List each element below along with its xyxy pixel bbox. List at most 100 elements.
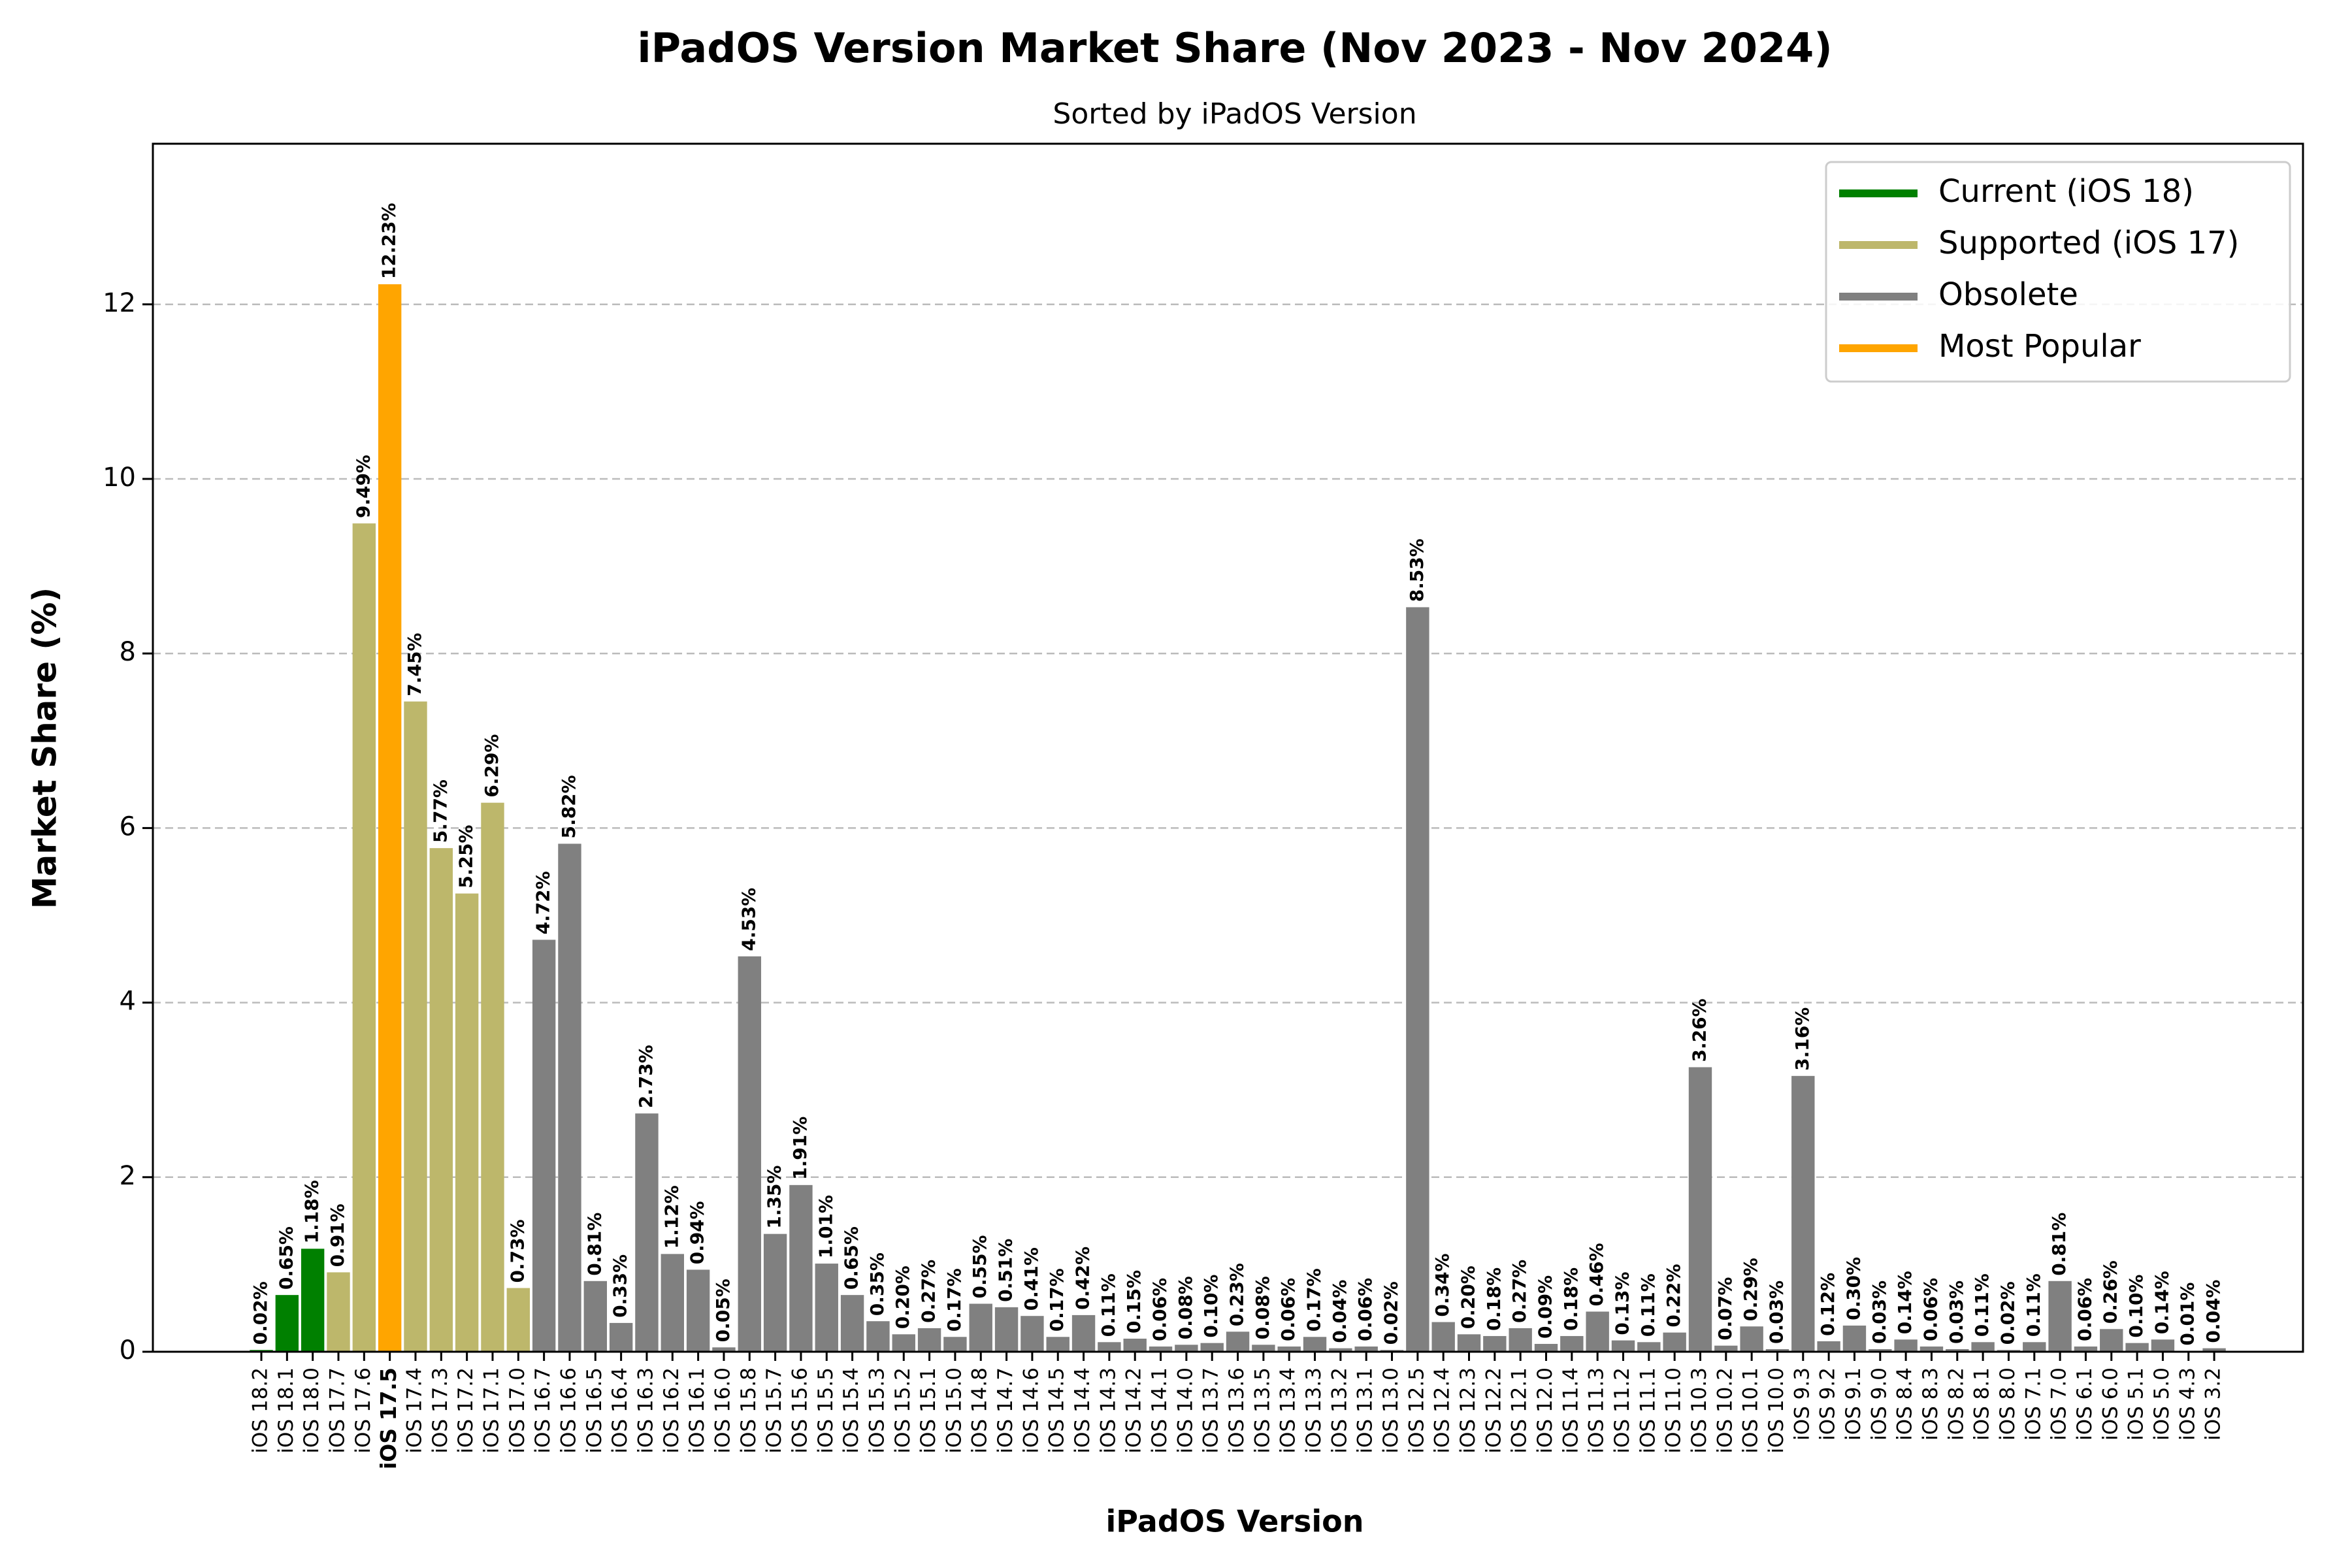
data-label: 0.08% <box>1252 1276 1273 1339</box>
bar <box>1534 1343 1558 1352</box>
data-label: 7.45% <box>404 633 425 696</box>
x-axis-label: iPadOS Version <box>1106 1504 1364 1539</box>
x-tick-label: iOS 7.0 <box>2048 1367 2071 1441</box>
bar <box>686 1269 710 1352</box>
x-tick-label: iOS 13.0 <box>1379 1367 1403 1454</box>
bar <box>840 1295 864 1352</box>
x-tick-label: iOS 9.2 <box>1816 1367 1840 1441</box>
data-label: 0.15% <box>1123 1270 1145 1333</box>
bar <box>1457 1334 1481 1352</box>
x-tick-label: iOS 15.6 <box>788 1367 811 1454</box>
x-tick-label: iOS 12.3 <box>1456 1367 1480 1454</box>
x-tick-label: iOS 14.5 <box>1045 1367 1069 1454</box>
x-tick-label: iOS 15.5 <box>814 1367 838 1454</box>
x-tick-label: iOS 17.3 <box>429 1367 452 1454</box>
data-label: 0.20% <box>892 1266 913 1329</box>
bar <box>943 1337 967 1352</box>
data-label: 1.18% <box>301 1180 323 1243</box>
bar <box>1765 1348 1789 1352</box>
bar <box>2074 1346 2098 1352</box>
x-tick-label: iOS 11.4 <box>1559 1367 1582 1454</box>
data-label: 0.11% <box>1098 1273 1119 1337</box>
y-axis-label: Market Share (%) <box>26 587 64 909</box>
bar <box>1200 1343 1224 1352</box>
bar <box>1123 1338 1147 1352</box>
data-label: 8.53% <box>1406 538 1428 602</box>
x-tick-label: iOS 12.1 <box>1508 1367 1531 1454</box>
bar <box>1354 1346 1378 1352</box>
bar <box>635 1113 659 1352</box>
data-label: 0.42% <box>1072 1247 1094 1310</box>
data-label: 0.11% <box>1971 1273 1993 1337</box>
data-label: 0.13% <box>1611 1271 1633 1335</box>
bar <box>506 1288 530 1352</box>
data-label: 0.23% <box>1226 1263 1248 1326</box>
bar <box>378 284 402 1352</box>
x-tick-label: iOS 10.0 <box>1765 1367 1788 1454</box>
data-label: 0.55% <box>969 1235 990 1298</box>
bar <box>275 1295 299 1352</box>
data-label: 0.94% <box>687 1201 708 1264</box>
y-tick-label: 0 <box>120 1335 136 1365</box>
data-label: 0.03% <box>1946 1281 1967 1344</box>
x-tick-label: iOS 8.4 <box>1893 1367 1917 1441</box>
bar <box>352 523 376 1352</box>
bar <box>1842 1325 1867 1352</box>
x-tick-label: iOS 16.2 <box>660 1367 683 1454</box>
data-label: 3.16% <box>1791 1007 1813 1071</box>
bar <box>1688 1067 1712 1352</box>
data-label: 5.82% <box>558 775 580 838</box>
x-tick-label: iOS 14.0 <box>1173 1367 1197 1454</box>
x-tick-label: iOS 17.2 <box>454 1367 478 1454</box>
x-tick-label: iOS 14.6 <box>1019 1367 1043 1454</box>
x-tick-label: iOS 9.3 <box>1790 1367 1814 1441</box>
x-tick-label: iOS 8.1 <box>1970 1367 1994 1441</box>
x-tick-label: iOS 13.3 <box>1302 1367 1326 1454</box>
data-label: 0.35% <box>866 1252 888 1316</box>
data-label: 0.30% <box>1842 1257 1864 1320</box>
x-tick-label: iOS 5.0 <box>2150 1367 2174 1441</box>
bar <box>1919 1346 1944 1352</box>
bar <box>2125 1343 2149 1352</box>
x-tick-label: iOS 16.1 <box>685 1367 709 1454</box>
data-label: 0.11% <box>2023 1273 2044 1337</box>
x-tick-label: iOS 14.2 <box>1122 1367 1146 1454</box>
x-tick-label: iOS 16.5 <box>583 1367 606 1454</box>
x-tick-label: iOS 15.3 <box>865 1367 889 1454</box>
x-tick-label: iOS 15.4 <box>840 1367 863 1454</box>
data-label: 0.17% <box>943 1268 965 1331</box>
chart-title: iPadOS Version Market Share (Nov 2023 - … <box>637 24 1832 72</box>
data-label: 0.81% <box>583 1213 605 1276</box>
data-label: 1.01% <box>815 1195 836 1258</box>
bar <box>301 1249 325 1352</box>
data-label: 0.11% <box>1637 1273 1659 1337</box>
data-label: 12.23% <box>378 203 400 279</box>
data-label: 0.06% <box>1277 1278 1299 1341</box>
x-tick-label: iOS 8.3 <box>1919 1367 1942 1441</box>
legend-box <box>1825 161 2291 383</box>
x-tick-label: iOS 9.0 <box>1867 1367 1891 1441</box>
data-label: 0.10% <box>1200 1274 1222 1337</box>
bar <box>1252 1345 1275 1352</box>
x-tick-label: iOS 12.0 <box>1533 1367 1557 1454</box>
bar <box>1046 1337 1070 1352</box>
data-label: 0.06% <box>1354 1278 1376 1341</box>
data-label: 0.26% <box>2100 1260 2121 1324</box>
bar <box>1791 1075 1815 1352</box>
x-tick-label: iOS 6.0 <box>2099 1367 2122 1441</box>
x-tick-label: iOS 9.1 <box>1842 1367 1865 1441</box>
y-tick-label: 2 <box>120 1161 136 1191</box>
data-label: 0.18% <box>1560 1267 1582 1331</box>
x-tick-label: iOS 16.6 <box>557 1367 580 1454</box>
data-label: 0.14% <box>2151 1271 2172 1334</box>
data-label: 0.03% <box>1869 1281 1890 1344</box>
bar <box>661 1254 684 1352</box>
x-tick-label: iOS 17.4 <box>402 1367 426 1454</box>
bar <box>1611 1340 1635 1352</box>
bar <box>917 1328 941 1352</box>
x-tick-label: iOS 17.0 <box>506 1367 529 1454</box>
bar <box>763 1233 787 1352</box>
x-tick-label: iOS 10.2 <box>1713 1367 1737 1454</box>
data-label: 0.81% <box>2048 1213 2070 1276</box>
